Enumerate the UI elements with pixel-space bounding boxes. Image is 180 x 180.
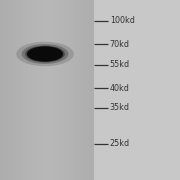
Bar xyxy=(30,0,33,180)
Text: 25kd: 25kd xyxy=(110,140,130,148)
Bar xyxy=(12,0,14,180)
Bar xyxy=(37,0,40,180)
Bar xyxy=(73,0,75,180)
Bar xyxy=(58,0,61,180)
Bar xyxy=(14,0,16,180)
Bar xyxy=(40,0,42,180)
Ellipse shape xyxy=(16,42,74,66)
Ellipse shape xyxy=(22,44,68,64)
Bar xyxy=(82,0,84,180)
Text: 70kd: 70kd xyxy=(110,40,130,49)
Bar xyxy=(44,0,47,180)
Bar xyxy=(0,0,2,180)
Bar xyxy=(35,0,37,180)
Bar xyxy=(75,0,77,180)
Ellipse shape xyxy=(27,46,63,62)
Bar xyxy=(91,0,94,180)
Bar xyxy=(68,0,70,180)
Bar xyxy=(51,0,54,180)
Ellipse shape xyxy=(25,46,65,62)
Bar xyxy=(28,0,30,180)
Bar xyxy=(63,0,66,180)
Bar xyxy=(77,0,80,180)
Bar xyxy=(9,0,12,180)
Text: 55kd: 55kd xyxy=(110,60,130,69)
Bar xyxy=(2,0,5,180)
Bar xyxy=(56,0,58,180)
Bar xyxy=(54,0,56,180)
Text: 35kd: 35kd xyxy=(110,103,130,112)
Bar xyxy=(42,0,44,180)
Bar xyxy=(19,0,21,180)
Bar xyxy=(61,0,63,180)
Bar xyxy=(7,0,9,180)
Bar xyxy=(21,0,23,180)
Text: 40kd: 40kd xyxy=(110,84,130,93)
Bar xyxy=(16,0,19,180)
Bar xyxy=(87,0,89,180)
Bar xyxy=(89,0,91,180)
Bar xyxy=(66,0,68,180)
Bar xyxy=(33,0,35,180)
Bar xyxy=(5,0,7,180)
Bar xyxy=(70,0,73,180)
Bar xyxy=(47,0,49,180)
Bar xyxy=(84,0,87,180)
Bar xyxy=(23,0,26,180)
Bar xyxy=(49,0,51,180)
Text: 100kd: 100kd xyxy=(110,16,135,25)
Bar xyxy=(26,0,28,180)
Bar xyxy=(80,0,82,180)
